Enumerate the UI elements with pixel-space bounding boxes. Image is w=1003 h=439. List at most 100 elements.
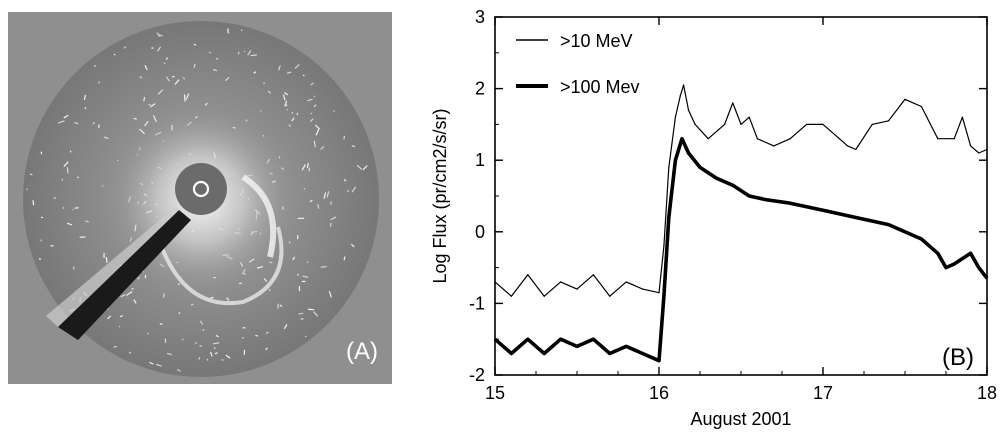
data-point [954, 263, 955, 264]
data-point [790, 138, 791, 139]
star-speck [191, 304, 193, 305]
data-point [511, 296, 512, 297]
star-speck [238, 52, 239, 55]
star-speck [203, 330, 204, 331]
star-speck [331, 201, 332, 204]
data-point [921, 106, 922, 107]
data-point [765, 199, 766, 200]
data-point [699, 167, 700, 168]
data-point [494, 339, 495, 340]
data-point [937, 138, 938, 139]
series-100mev-line [495, 139, 987, 361]
data-point [668, 167, 669, 168]
data-point [732, 185, 733, 186]
star-speck [263, 83, 265, 84]
data-point [970, 253, 971, 254]
data-point [560, 339, 561, 340]
data-point [986, 149, 987, 150]
panel-b-label: (B) [942, 344, 974, 371]
star-speck [70, 151, 71, 153]
data-point [658, 360, 659, 361]
data-point [675, 160, 676, 161]
star-speck [77, 177, 79, 178]
data-point [675, 117, 676, 118]
star-speck [244, 51, 245, 52]
star-speck [344, 257, 345, 261]
y-tick-label: -2 [469, 365, 485, 385]
star-speck [67, 167, 68, 173]
occulter-disk [175, 163, 227, 215]
y-axis-label: Log Flux (pr/cm2/s/sr) [430, 108, 450, 283]
data-point [494, 281, 495, 282]
data-point [527, 339, 528, 340]
star-speck [62, 179, 63, 181]
data-point [576, 288, 577, 289]
data-point [962, 117, 963, 118]
data-point [642, 353, 643, 354]
data-point [945, 267, 946, 268]
x-tick-label: 15 [485, 383, 505, 403]
data-point [740, 124, 741, 125]
star-speck [199, 357, 200, 359]
data-point [688, 152, 689, 153]
star-speck [144, 97, 145, 101]
star-speck [183, 339, 184, 340]
star-speck [41, 217, 43, 218]
data-point [954, 138, 955, 139]
star-speck [242, 337, 243, 338]
y-tick-label: 2 [475, 79, 485, 99]
data-point [921, 238, 922, 239]
star-speck [114, 54, 115, 55]
data-point [822, 124, 823, 125]
data-point [888, 120, 889, 121]
star-speck [134, 118, 137, 119]
star-speck [330, 223, 331, 227]
data-point [694, 124, 695, 125]
data-point [716, 178, 717, 179]
data-point [904, 99, 905, 100]
data-point [668, 217, 669, 218]
data-point [511, 353, 512, 354]
data-point [822, 210, 823, 211]
data-point [544, 353, 545, 354]
data-point [724, 124, 725, 125]
data-point [593, 274, 594, 275]
y-tick-label: -1 [469, 293, 485, 313]
data-point [773, 145, 774, 146]
data-point [913, 102, 914, 103]
data-point [544, 296, 545, 297]
data-point [680, 95, 681, 96]
star-speck [314, 96, 315, 97]
star-speck [228, 32, 229, 33]
data-point [970, 145, 971, 146]
data-point [708, 138, 709, 139]
x-tick-label: 16 [649, 383, 669, 403]
data-point [688, 109, 689, 110]
data-point [839, 138, 840, 139]
x-tick-label: 17 [813, 383, 833, 403]
data-point [732, 102, 733, 103]
star-speck [30, 174, 33, 175]
star-speck [287, 110, 288, 111]
star-speck [106, 257, 107, 263]
star-speck [308, 309, 314, 310]
data-point [937, 253, 938, 254]
data-point [855, 149, 856, 150]
star-speck [260, 110, 261, 111]
star-speck [95, 65, 96, 66]
panel-a-label: (A) [346, 338, 378, 365]
star-speck [63, 207, 64, 208]
star-speck [148, 333, 149, 334]
star-speck [255, 335, 257, 336]
data-point [681, 138, 682, 139]
legend-label: >10 MeV [560, 31, 633, 51]
data-point [626, 281, 627, 282]
star-speck [297, 113, 298, 115]
star-speck [164, 63, 165, 64]
star-speck [114, 346, 117, 347]
star-speck [318, 204, 319, 208]
chart-legend: >10 MeV>100 Mev [516, 31, 640, 97]
